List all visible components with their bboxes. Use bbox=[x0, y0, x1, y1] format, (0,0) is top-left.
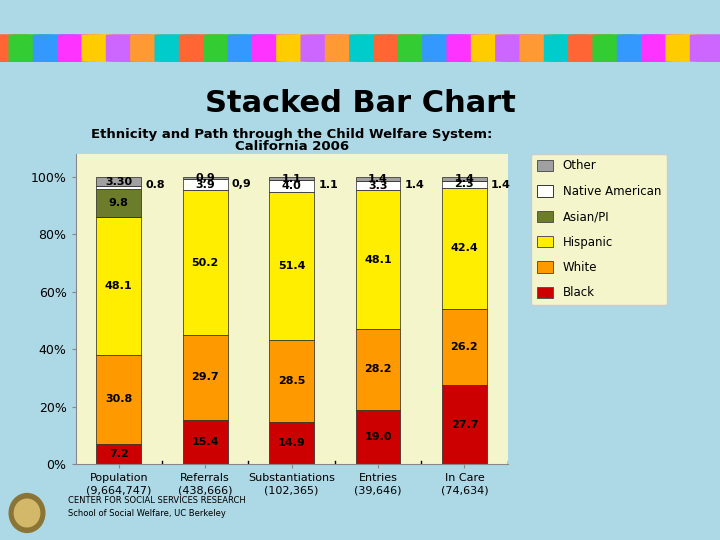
Bar bbox=[183, 191, 228, 335]
Legend: Other, Native American, Asian/PI, Hispanic, White, Black: Other, Native American, Asian/PI, Hispan… bbox=[531, 153, 667, 306]
Bar bbox=[356, 191, 400, 329]
FancyBboxPatch shape bbox=[179, 34, 225, 62]
Bar bbox=[269, 192, 314, 340]
Text: California 2006: California 2006 bbox=[235, 140, 348, 153]
FancyBboxPatch shape bbox=[349, 34, 395, 62]
Bar bbox=[442, 181, 487, 187]
Bar bbox=[96, 188, 141, 217]
Text: 1.1: 1.1 bbox=[282, 174, 302, 184]
Bar bbox=[356, 329, 400, 410]
Bar bbox=[269, 340, 314, 422]
Text: 2.3: 2.3 bbox=[454, 179, 474, 189]
Text: 51.4: 51.4 bbox=[278, 261, 305, 271]
FancyBboxPatch shape bbox=[130, 34, 176, 62]
Bar bbox=[96, 217, 141, 355]
Text: 0,9: 0,9 bbox=[232, 179, 252, 190]
Bar bbox=[96, 355, 141, 444]
Circle shape bbox=[14, 499, 40, 527]
Bar bbox=[269, 177, 314, 180]
Text: 1.4: 1.4 bbox=[368, 174, 388, 184]
Text: 50.2: 50.2 bbox=[192, 258, 219, 268]
Bar bbox=[183, 420, 228, 464]
FancyBboxPatch shape bbox=[81, 34, 127, 62]
FancyBboxPatch shape bbox=[519, 34, 565, 62]
FancyBboxPatch shape bbox=[422, 34, 468, 62]
Text: 15.4: 15.4 bbox=[192, 437, 219, 447]
Text: 0,9: 0,9 bbox=[195, 173, 215, 183]
Text: 3.30: 3.30 bbox=[105, 177, 132, 187]
Text: 28.5: 28.5 bbox=[278, 376, 305, 386]
Text: 29.7: 29.7 bbox=[192, 373, 219, 382]
Text: CENTER FOR SOCIAL SERVICES RESEARCH: CENTER FOR SOCIAL SERVICES RESEARCH bbox=[68, 496, 246, 505]
FancyBboxPatch shape bbox=[593, 34, 639, 62]
Bar bbox=[442, 385, 487, 464]
Bar bbox=[442, 309, 487, 385]
Bar bbox=[183, 177, 228, 179]
Bar bbox=[183, 335, 228, 420]
Bar bbox=[356, 410, 400, 464]
FancyBboxPatch shape bbox=[690, 34, 720, 62]
Text: 48.1: 48.1 bbox=[105, 281, 132, 291]
FancyBboxPatch shape bbox=[495, 34, 541, 62]
FancyBboxPatch shape bbox=[568, 34, 614, 62]
Text: 3.9: 3.9 bbox=[195, 180, 215, 190]
FancyBboxPatch shape bbox=[544, 34, 590, 62]
Bar bbox=[96, 177, 141, 186]
Bar bbox=[96, 444, 141, 464]
FancyBboxPatch shape bbox=[397, 34, 444, 62]
FancyBboxPatch shape bbox=[300, 34, 346, 62]
FancyBboxPatch shape bbox=[57, 34, 103, 62]
FancyBboxPatch shape bbox=[641, 34, 687, 62]
FancyBboxPatch shape bbox=[9, 34, 55, 62]
FancyBboxPatch shape bbox=[325, 34, 371, 62]
FancyBboxPatch shape bbox=[33, 34, 79, 62]
Text: 1.4: 1.4 bbox=[454, 174, 474, 184]
FancyBboxPatch shape bbox=[252, 34, 298, 62]
Text: 0.8: 0.8 bbox=[145, 180, 165, 190]
FancyBboxPatch shape bbox=[203, 34, 249, 62]
Circle shape bbox=[9, 494, 45, 532]
FancyBboxPatch shape bbox=[106, 34, 152, 62]
FancyBboxPatch shape bbox=[0, 34, 30, 62]
FancyBboxPatch shape bbox=[471, 34, 517, 62]
FancyBboxPatch shape bbox=[446, 34, 492, 62]
FancyBboxPatch shape bbox=[276, 34, 323, 62]
FancyBboxPatch shape bbox=[665, 34, 711, 62]
Text: 48.1: 48.1 bbox=[364, 254, 392, 265]
Text: 26.2: 26.2 bbox=[451, 342, 478, 352]
Text: 4.0: 4.0 bbox=[282, 181, 302, 191]
FancyBboxPatch shape bbox=[155, 34, 201, 62]
Bar bbox=[269, 422, 314, 464]
Bar bbox=[356, 181, 400, 191]
Bar bbox=[442, 187, 487, 309]
Text: School of Social Welfare, UC Berkeley: School of Social Welfare, UC Berkeley bbox=[68, 509, 226, 518]
Bar bbox=[183, 179, 228, 191]
FancyBboxPatch shape bbox=[617, 34, 663, 62]
Text: 27.7: 27.7 bbox=[451, 420, 478, 430]
Bar bbox=[356, 177, 400, 181]
Text: Stacked Bar Chart: Stacked Bar Chart bbox=[204, 89, 516, 118]
Text: 1.4: 1.4 bbox=[405, 180, 425, 190]
Text: 28.2: 28.2 bbox=[364, 364, 392, 374]
Text: 7.2: 7.2 bbox=[109, 449, 129, 459]
Bar bbox=[269, 180, 314, 192]
Bar bbox=[96, 186, 141, 188]
FancyBboxPatch shape bbox=[228, 34, 274, 62]
Text: 1.1: 1.1 bbox=[318, 180, 338, 190]
Text: 3.3: 3.3 bbox=[368, 181, 388, 191]
Text: 30.8: 30.8 bbox=[105, 394, 132, 404]
Text: 42.4: 42.4 bbox=[451, 244, 478, 253]
FancyBboxPatch shape bbox=[374, 34, 420, 62]
Text: 1.4: 1.4 bbox=[491, 180, 511, 190]
Text: Ethnicity and Path through the Child Welfare System:: Ethnicity and Path through the Child Wel… bbox=[91, 129, 492, 141]
Bar bbox=[442, 177, 487, 181]
Text: 19.0: 19.0 bbox=[364, 432, 392, 442]
Text: 14.9: 14.9 bbox=[278, 438, 305, 448]
Text: 9.8: 9.8 bbox=[109, 198, 129, 208]
